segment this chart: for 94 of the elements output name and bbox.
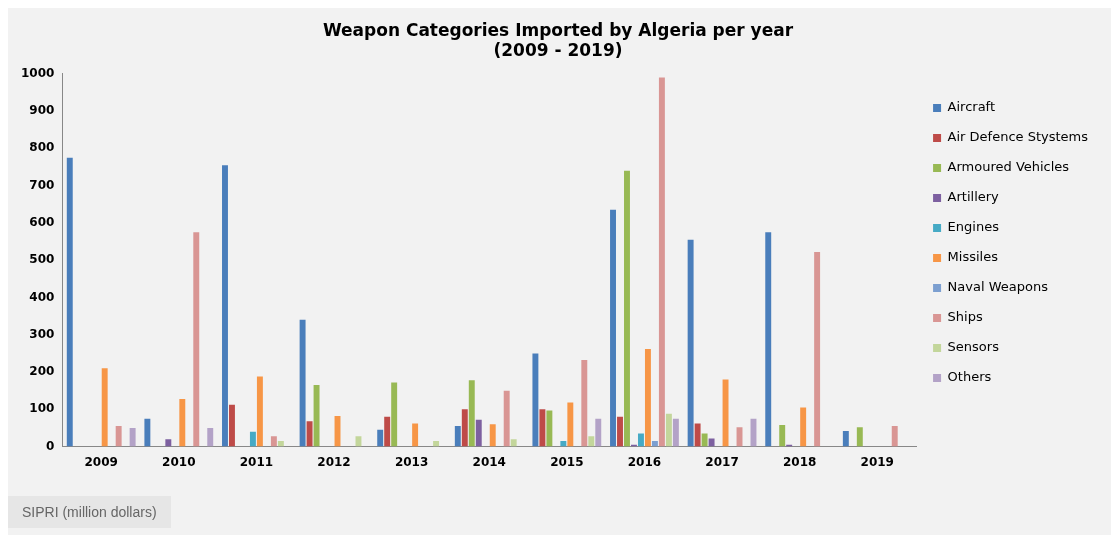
bar: [651, 441, 658, 447]
bar: [891, 426, 898, 447]
bar: [165, 439, 172, 447]
legend-label: Engines: [947, 219, 1000, 235]
bar: [454, 426, 461, 447]
x-tick-label: 2015: [550, 454, 584, 469]
bar: [694, 423, 701, 447]
bar: [193, 232, 200, 447]
bar: [489, 424, 496, 447]
bar: [588, 436, 595, 447]
bar: [277, 441, 284, 447]
legend-label: Armoured Vehicles: [947, 159, 1070, 175]
bar: [391, 382, 398, 447]
x-tick-label: 2013: [394, 454, 429, 469]
bar: [610, 209, 616, 447]
bar: [207, 427, 214, 447]
x-tick-label: 2011: [239, 454, 274, 469]
bar: [546, 410, 553, 447]
x-tick-label: 2018: [782, 454, 817, 469]
bar: [270, 436, 277, 447]
bar: [222, 165, 228, 447]
bar: [115, 426, 122, 447]
legend-label: Missiles: [947, 249, 999, 265]
legend-label: Ships: [947, 309, 983, 325]
bar: [532, 353, 539, 447]
bar: [313, 385, 320, 447]
bar: [101, 368, 108, 447]
bar: [800, 407, 807, 447]
y-tick-label: 900: [29, 103, 55, 118]
bar: [687, 239, 694, 447]
legend-label: Naval Weapons: [947, 279, 1049, 295]
bar: [567, 402, 574, 447]
legend-label: Sensors: [947, 339, 1000, 355]
y-tick-label: 700: [29, 177, 55, 192]
bar: [624, 170, 630, 447]
bar: [637, 433, 644, 447]
y-tick-label: 200: [29, 364, 55, 379]
y-tick-label: 300: [29, 326, 55, 341]
y-tick-label: 0: [46, 438, 55, 453]
bar: [510, 439, 517, 447]
bar: [581, 360, 588, 447]
legend-label: Others: [947, 369, 992, 385]
y-tick-label: 100: [29, 401, 55, 416]
bar: [179, 398, 186, 447]
legend-label: Artillery: [947, 189, 1000, 205]
y-tick-label: 500: [29, 252, 55, 267]
x-tick-label: 2017: [705, 454, 739, 469]
y-tick-label: 800: [29, 140, 55, 155]
bar: [856, 427, 863, 447]
bar: [722, 379, 729, 447]
bar: [765, 232, 772, 447]
bar: [249, 431, 256, 447]
bar: [355, 436, 362, 447]
bar: [433, 441, 440, 447]
bar: [256, 376, 263, 447]
bar: [672, 418, 679, 447]
bar: [701, 433, 708, 447]
x-tick-label: 2014: [472, 454, 506, 469]
bar: [814, 252, 821, 447]
x-tick-label: 2016: [627, 454, 662, 469]
bar: [665, 413, 672, 447]
bar: [384, 416, 391, 447]
bar: [377, 429, 384, 447]
bar: [306, 421, 313, 447]
legend-label: Air Defence Stystems: [947, 129, 1089, 145]
bar: [658, 77, 665, 447]
x-tick-label: 2009: [84, 454, 118, 469]
bar: [475, 419, 482, 447]
bar: [299, 319, 306, 447]
bar: [539, 409, 546, 447]
bar: [708, 438, 715, 447]
bar: [560, 441, 567, 447]
chart-title: Weapon Categories Imported by Algeria per year (2009 - 2019): [322, 19, 794, 61]
y-tick-label: 600: [29, 215, 55, 230]
bar: [412, 423, 419, 447]
bar: [66, 157, 73, 447]
bar: [779, 424, 786, 447]
bar: [617, 416, 623, 447]
x-tick-label: 2012: [317, 454, 351, 469]
x-tick-label: 2019: [860, 454, 894, 469]
bar: [644, 348, 651, 447]
text: SIPRI (million dollars): [8, 496, 171, 528]
bar: [595, 418, 602, 447]
bar: [461, 409, 468, 447]
bar: [468, 380, 475, 447]
bar: [144, 418, 151, 447]
bar: [129, 427, 136, 447]
x-tick-label: 2010: [162, 454, 196, 469]
bar: [842, 430, 849, 447]
legend-label: Aircraft: [947, 99, 996, 115]
bar: [503, 390, 510, 447]
y-tick-label: 400: [29, 289, 55, 304]
y-tick-label: 1000: [20, 65, 55, 80]
bar: [229, 404, 235, 447]
